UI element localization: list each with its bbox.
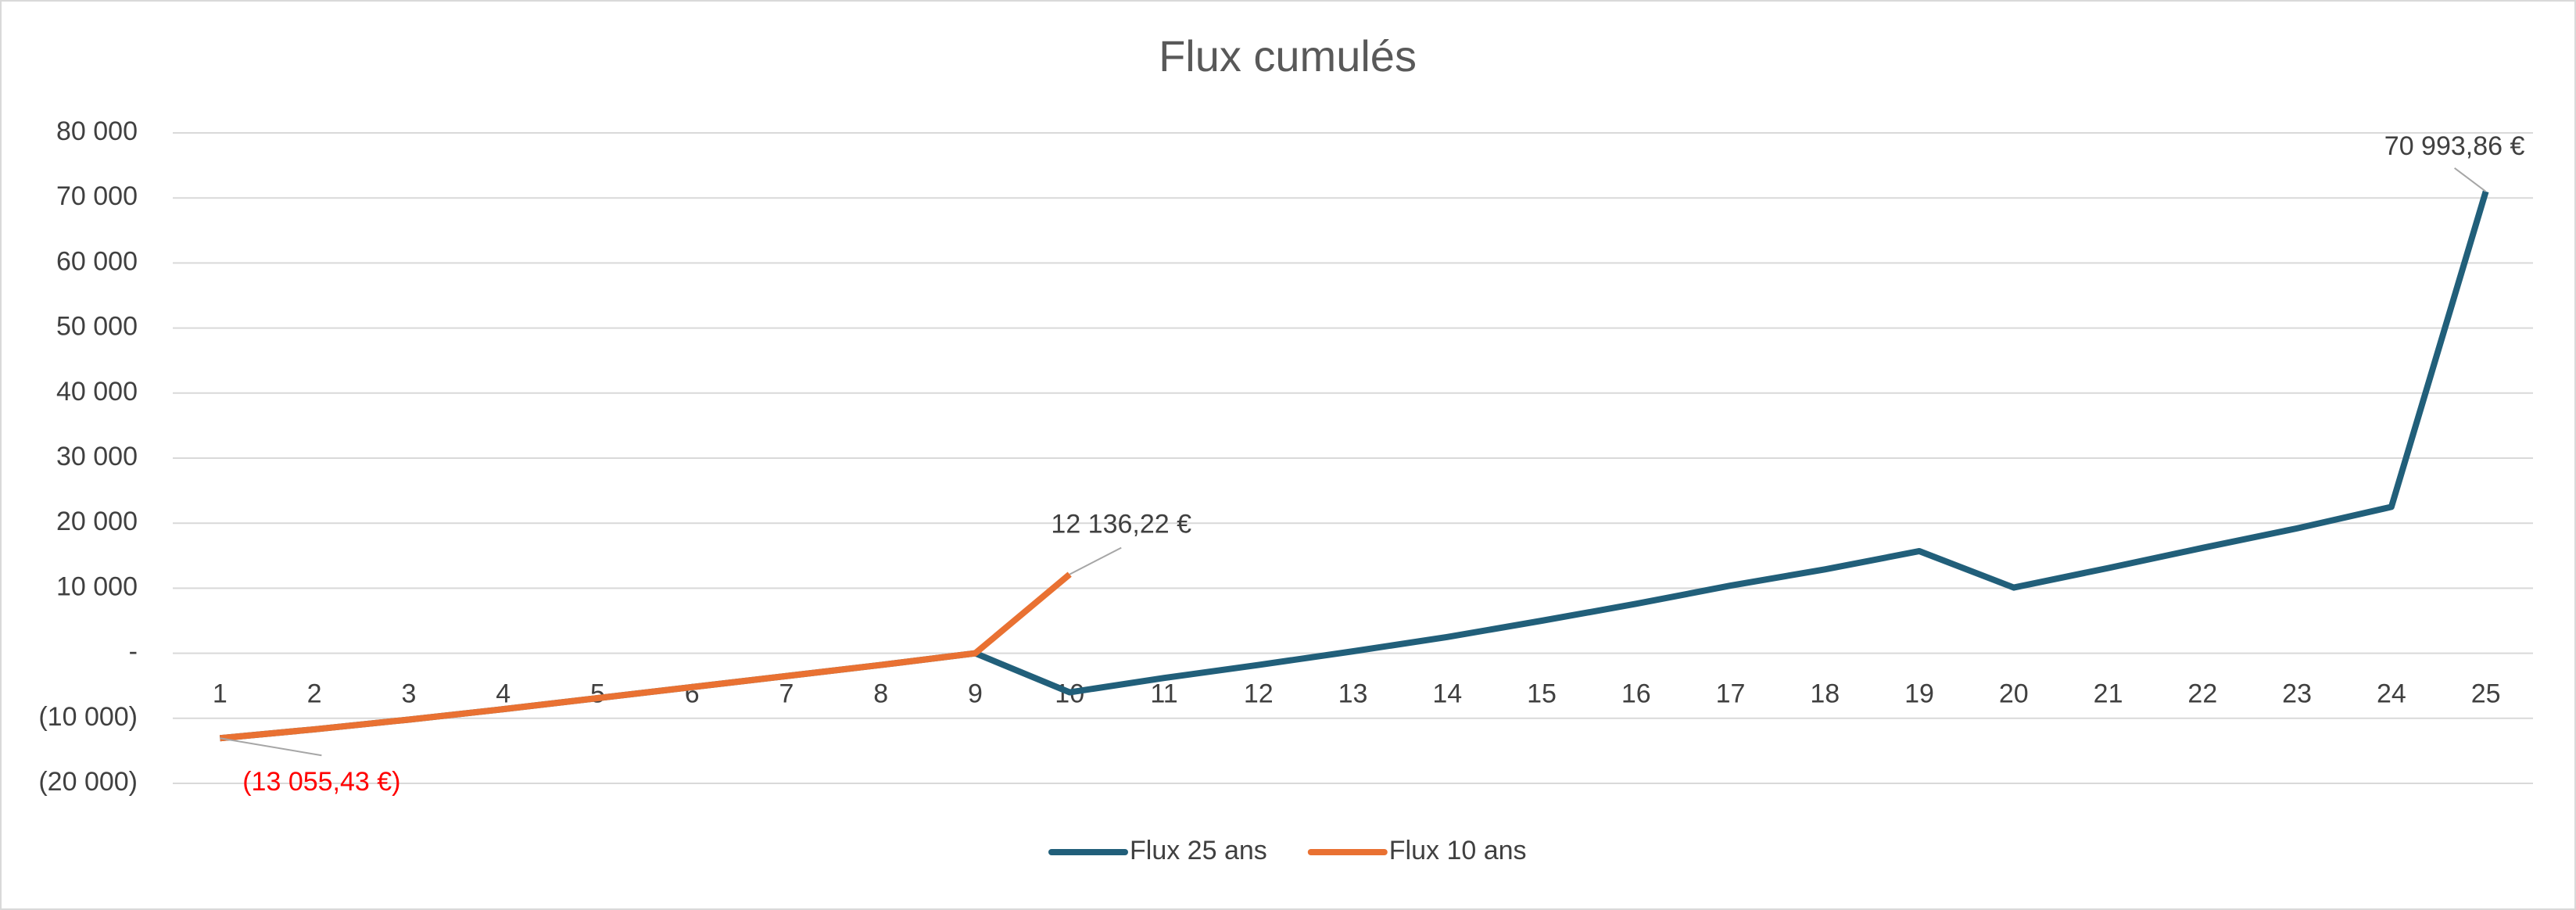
- y-tick-label: 40 000: [56, 377, 138, 407]
- leader-line: [220, 737, 322, 757]
- legend-label: Flux 10 ans: [1389, 836, 1527, 865]
- x-tick-label: 15: [1527, 679, 1557, 709]
- x-tick-label: 7: [779, 679, 794, 709]
- x-tick-label: 17: [1716, 679, 1746, 709]
- y-tick-label: (20 000): [38, 767, 138, 797]
- x-tick-label: 2: [307, 679, 322, 709]
- x-tick-label: 8: [873, 679, 888, 709]
- x-tick-label: 22: [2187, 679, 2217, 709]
- data-label: 70 993,86 €: [2384, 131, 2525, 161]
- y-tick-label: -: [129, 637, 138, 667]
- x-tick-label: 5: [590, 679, 605, 709]
- x-tick-label: 19: [1904, 679, 1934, 709]
- y-tick-label: 50 000: [56, 312, 138, 342]
- y-tick-label: 80 000: [56, 116, 138, 146]
- x-tick-label: 14: [1432, 679, 1462, 709]
- leader-line: [1069, 546, 1122, 575]
- x-tick-label: 12: [1244, 679, 1274, 709]
- x-tick-label: 4: [496, 679, 511, 709]
- y-tick-label: 10 000: [56, 571, 138, 601]
- x-tick-label: 1: [213, 679, 228, 709]
- chart-title: Flux cumulés: [1159, 31, 1417, 81]
- leader-line: [2454, 167, 2487, 192]
- x-tick-label: 16: [1621, 679, 1651, 709]
- x-tick-label: 3: [401, 679, 416, 709]
- data-label: 12 136,22 €: [1051, 510, 1191, 539]
- legend-label: Flux 25 ans: [1130, 836, 1267, 865]
- data-label: (13 055,43 €): [242, 767, 400, 797]
- y-tick-label: 20 000: [56, 507, 138, 536]
- x-tick-label: 20: [1999, 679, 2029, 709]
- y-tick-label: 30 000: [56, 442, 138, 471]
- x-tick-label: 25: [2471, 679, 2501, 709]
- x-tick-label: 24: [2377, 679, 2406, 709]
- y-tick-label: (10 000): [38, 702, 138, 732]
- x-tick-label: 18: [1810, 679, 1840, 709]
- y-tick-label: 70 000: [56, 181, 138, 211]
- x-tick-label: 23: [2282, 679, 2312, 709]
- y-tick-label: 60 000: [56, 246, 138, 276]
- x-tick-label: 21: [2094, 679, 2123, 709]
- x-tick-label: 9: [968, 679, 983, 709]
- series-line: [220, 571, 1072, 742]
- x-tick-label: 11: [1150, 679, 1177, 709]
- x-tick-label: 13: [1338, 679, 1368, 709]
